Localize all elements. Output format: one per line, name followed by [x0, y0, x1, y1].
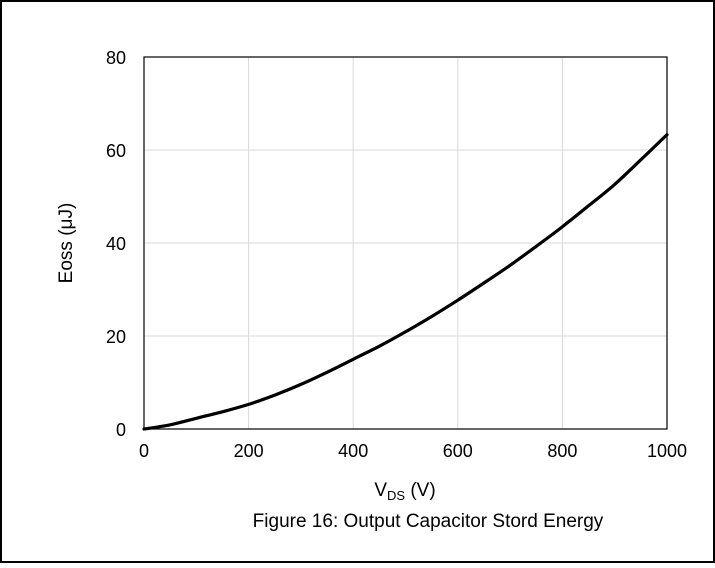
x-axis-label-main: V [374, 480, 387, 501]
x-tick-label: 600 [443, 441, 473, 461]
grid-lines [144, 57, 667, 429]
x-axis-label-unit: (V) [405, 480, 436, 501]
eoss-series-line [142, 133, 669, 431]
y-tick-label: 40 [106, 234, 126, 254]
y-tick-label: 80 [106, 48, 126, 68]
x-axis-label: VDS (V) [374, 480, 435, 503]
x-tick-label: 1000 [647, 441, 687, 461]
x-tick-label: 400 [338, 441, 368, 461]
x-tick-labels: 0 200 400 600 800 1000 [139, 441, 687, 461]
y-axis-label: Eoss (μJ) [56, 203, 77, 284]
y-tick-label: 20 [106, 327, 126, 347]
series-group [142, 133, 669, 431]
x-tick-label: 200 [234, 441, 264, 461]
y-tick-labels: 0 20 40 60 80 [106, 48, 126, 440]
x-tick-label: 800 [547, 441, 577, 461]
y-tick-label: 60 [106, 141, 126, 161]
x-axis-label-subscript: DS [387, 488, 405, 503]
plot-area-border [143, 56, 668, 430]
x-tick-label: 0 [139, 441, 149, 461]
y-tick-label: 0 [116, 420, 126, 440]
figure-caption: Figure 16: Output Capacitor Stord Energy [253, 511, 604, 532]
